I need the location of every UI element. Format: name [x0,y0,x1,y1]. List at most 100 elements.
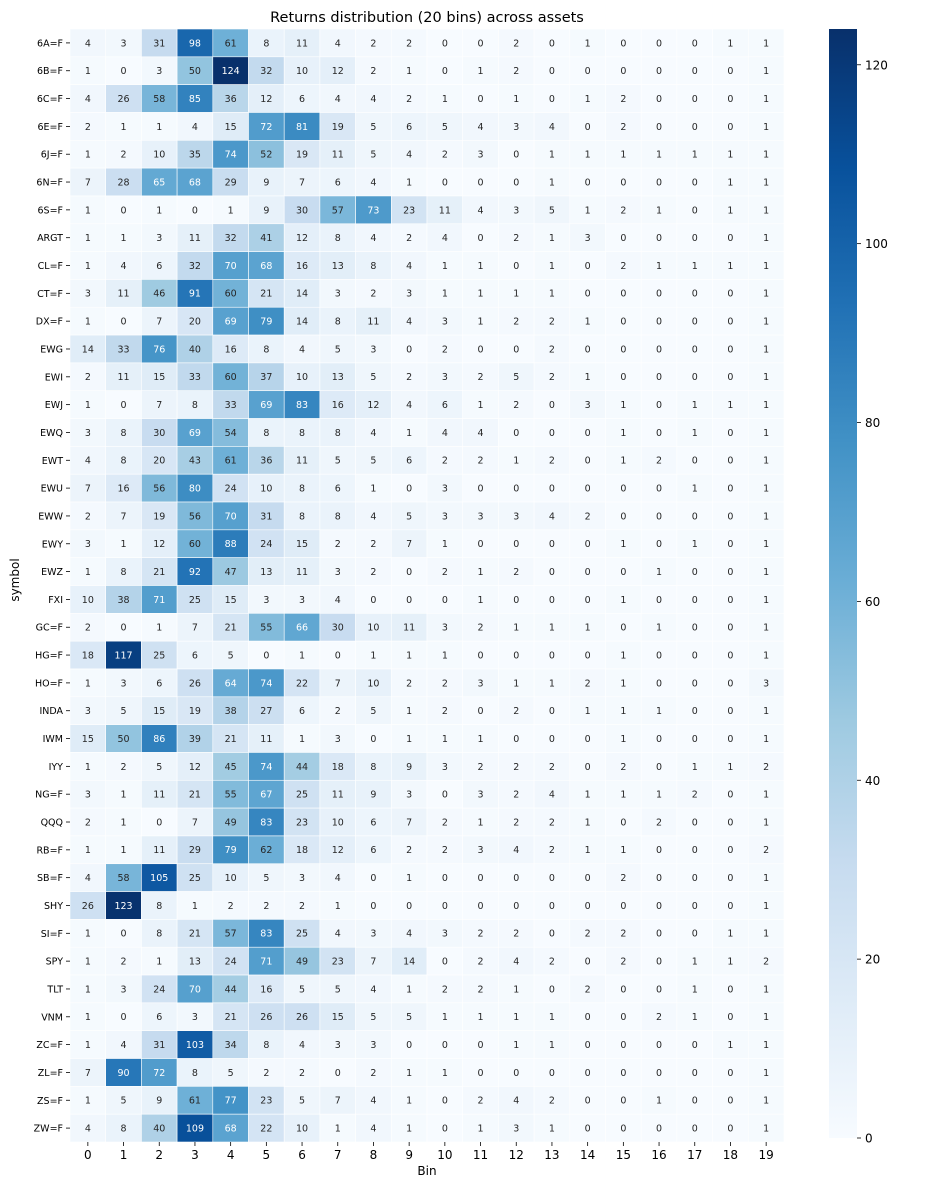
cell-value-label: 2 [478,929,484,940]
cell-value-label: 2 [620,957,626,968]
cell-value-label: 1 [763,289,769,300]
cell-value-label: 1 [513,289,519,300]
cell-value-label: 4 [335,38,341,49]
cell-value-label: 0 [585,66,591,77]
cell-value-label: 0 [513,539,519,550]
cell-value-label: 0 [692,901,698,912]
cell-value-label: 117 [114,650,132,661]
cell-value-label: 4 [370,233,376,244]
cell-value-label: 2 [656,1012,662,1023]
cell-value-label: 2 [549,845,555,856]
cell-value-label: 72 [260,122,272,133]
x-tick-label: 3 [191,1148,199,1162]
cell-value-label: 33 [225,400,237,411]
cell-value-label: 2 [335,539,341,550]
cell-value-label: 4 [335,929,341,940]
cell-value-label: 0 [620,317,626,328]
cell-value-label: 1 [620,539,626,550]
cell-value-label: 0 [656,66,662,77]
cell-value-label: 1 [763,94,769,105]
cell-value-label: 2 [121,957,127,968]
cell-value-label: 1 [763,233,769,244]
cell-value-label: 3 [442,762,448,773]
cell-value-label: 2 [263,901,269,912]
cell-value-label: 2 [263,1068,269,1079]
y-tick-label: EWU [41,484,63,495]
cell-value-label: 4 [335,873,341,884]
cell-value-label: 7 [85,484,91,495]
cell-value-label: 0 [620,484,626,495]
cell-value-label: 10 [225,873,237,884]
cell-value-label: 8 [121,456,127,467]
cell-value-label: 2 [513,706,519,717]
cell-value-label: 2 [549,456,555,467]
cell-value-label: 0 [656,94,662,105]
cell-value-label: 123 [114,901,132,912]
cell-value-label: 8 [299,428,305,439]
cell-value-label: 0 [549,595,555,606]
cell-value-label: 69 [189,428,201,439]
cell-value-label: 39 [189,734,201,745]
cell-value-label: 47 [225,567,237,578]
cell-value-label: 0 [549,901,555,912]
cell-value-label: 1 [656,790,662,801]
cell-value-label: 3 [192,1012,198,1023]
cell-value-label: 1 [763,539,769,550]
cell-value-label: 0 [513,177,519,188]
cell-value-label: 1 [763,817,769,828]
cell-value-label: 1 [763,873,769,884]
cell-value-label: 0 [513,595,519,606]
cell-value-label: 0 [727,650,733,661]
cell-value-label: 0 [692,1096,698,1107]
x-tick-label: 16 [651,1148,666,1162]
cell-value-label: 1 [692,484,698,495]
cell-value-label: 2 [370,539,376,550]
cell-value-label: 1 [478,595,484,606]
cell-value-label: 1 [156,957,162,968]
cell-value-label: 0 [620,38,626,49]
cell-value-label: 4 [85,873,91,884]
cell-value-label: 0 [442,66,448,77]
cell-value-label: 8 [370,762,376,773]
cell-value-label: 4 [513,1096,519,1107]
colorbar-gradient [829,29,857,1138]
cell-value-label: 0 [727,317,733,328]
cell-value-label: 2 [478,957,484,968]
y-tick-label: ZS=F [37,1096,63,1107]
y-tick-label: DX=F [36,317,63,328]
y-tick-label: CL=F [38,261,63,272]
cell-value-label: 11 [439,205,451,216]
cell-value-label: 2 [442,567,448,578]
cell-value-label: 0 [549,94,555,105]
cell-value-label: 23 [403,205,415,216]
cell-value-label: 13 [332,372,344,383]
cell-value-label: 72 [153,1068,165,1079]
cell-value-label: 0 [585,344,591,355]
x-tick-label: 4 [227,1148,235,1162]
cell-value-label: 3 [406,289,412,300]
cell-value-label: 1 [585,150,591,161]
cell-value-label: 5 [335,456,341,467]
cell-value-label: 21 [260,289,272,300]
cell-value-label: 83 [260,817,272,828]
cell-value-label: 0 [121,66,127,77]
cell-value-label: 1 [727,261,733,272]
cell-value-label: 2 [85,372,91,383]
cell-value-label: 1 [656,567,662,578]
cell-value-label: 15 [296,539,308,550]
cell-value-label: 0 [727,539,733,550]
colorbar-tick-label: 120 [865,58,888,72]
cell-value-label: 10 [260,484,272,495]
y-tick-label: EWI [45,372,63,383]
cell-value-label: 0 [549,873,555,884]
cell-value-label: 1 [763,1123,769,1134]
y-tick-label: CT=F [37,289,63,300]
cell-value-label: 0 [727,372,733,383]
cell-value-label: 0 [442,901,448,912]
cell-value-label: 8 [335,317,341,328]
cell-value-label: 3 [263,595,269,606]
cell-value-label: 38 [225,706,237,717]
cell-value-label: 0 [585,650,591,661]
cell-value-label: 15 [225,595,237,606]
cell-value-label: 4 [549,122,555,133]
